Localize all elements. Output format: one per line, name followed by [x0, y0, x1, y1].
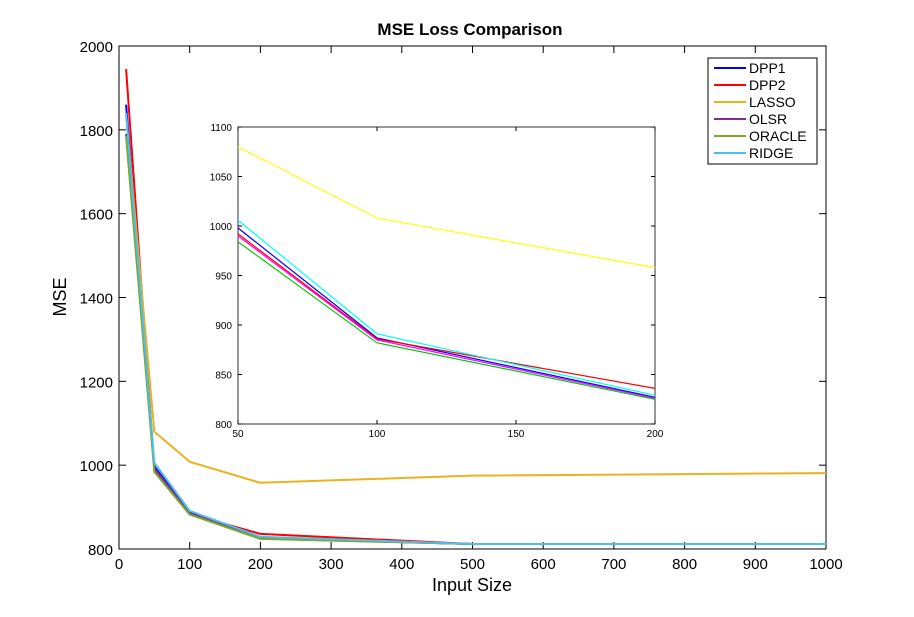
legend-label: DPP2	[749, 77, 786, 93]
inset-x-tick-label: 50	[232, 429, 244, 440]
legend-item-olsr: OLSR	[714, 111, 787, 127]
main-y-tick-label: 1800	[80, 123, 113, 140]
inset-x-tick-label: 100	[369, 429, 386, 440]
inset-series-line-series-3	[237, 146, 656, 269]
main-x-tick-label: 100	[177, 556, 202, 573]
main-x-tick-label: 400	[389, 556, 414, 573]
chart-title: MSE Loss Comparison	[377, 20, 562, 39]
main-series-line-lasso	[125, 115, 827, 484]
legend-label: RIDGE	[749, 145, 793, 161]
inset-zoom-plot: 50 100 150 200 800 850 900 950 1000 1050 1100	[210, 123, 664, 440]
main-x-tick-label: 0	[115, 556, 123, 573]
main-axis-ticks: 0 100 200 300 400 500 600 700 800 900 1000 800 1000 1…	[80, 39, 843, 573]
inset-y-tick-label: 850	[215, 371, 232, 382]
main-y-tick-label: 2000	[80, 39, 113, 56]
inset-x-tick-label: 150	[508, 429, 525, 440]
main-y-tick-label: 1600	[80, 207, 113, 224]
inset-x-tick-label: 200	[647, 429, 664, 440]
inset-series-line-series-1	[237, 227, 656, 398]
legend-item-dpp2: DPP2	[714, 77, 786, 93]
inset-y-tick-label: 800	[215, 420, 232, 431]
legend-label: DPP1	[749, 60, 786, 76]
y-axis-label: MSE	[50, 277, 70, 316]
main-y-tick-label: 1400	[80, 291, 113, 308]
inset-y-tick-label: 950	[215, 272, 232, 283]
inset-axis-ticks: 50 100 150 200 800 850 900 950 1000 1050 1100	[210, 123, 664, 440]
inset-y-tick-label: 1050	[210, 173, 233, 184]
inset-y-tick-label: 1000	[210, 222, 233, 233]
main-y-tick-label: 1200	[80, 374, 113, 391]
inset-series-line-series-6	[237, 219, 656, 396]
legend-item-dpp1: DPP1	[714, 60, 786, 76]
main-y-tick-label: 1000	[80, 458, 113, 475]
main-x-tick-label: 900	[743, 556, 768, 573]
legend-label: ORACLE	[749, 128, 807, 144]
main-series-lines	[125, 69, 827, 545]
inset-series-line-series-5	[237, 241, 656, 400]
legend-label: OLSR	[749, 111, 787, 127]
legend-item-ridge: RIDGE	[714, 145, 793, 161]
inset-series-lines	[237, 146, 656, 400]
legend-item-oracle: ORACLE	[714, 128, 807, 144]
main-x-tick-label: 800	[672, 556, 697, 573]
main-series-line-ridge	[125, 113, 826, 545]
legend-box	[707, 57, 818, 165]
main-x-tick-label: 600	[531, 556, 556, 573]
inset-y-tick-label: 1100	[210, 123, 232, 134]
inset-plot-area	[237, 126, 656, 425]
main-x-tick-label: 500	[460, 556, 485, 573]
x-axis-label: Input Size	[432, 575, 512, 595]
main-x-tick-label: 700	[601, 556, 626, 573]
main-x-tick-label: 1000	[809, 556, 842, 573]
main-y-tick-label: 800	[88, 542, 113, 559]
legend-label: LASSO	[749, 94, 796, 110]
inset-y-tick-label: 900	[215, 321, 232, 332]
legend-item-lasso: LASSO	[714, 94, 796, 110]
inset-series-line-series-4	[237, 235, 656, 399]
main-x-tick-label: 300	[319, 556, 344, 573]
inset-series-line-series-2	[237, 233, 656, 389]
main-x-tick-label: 200	[248, 556, 273, 573]
